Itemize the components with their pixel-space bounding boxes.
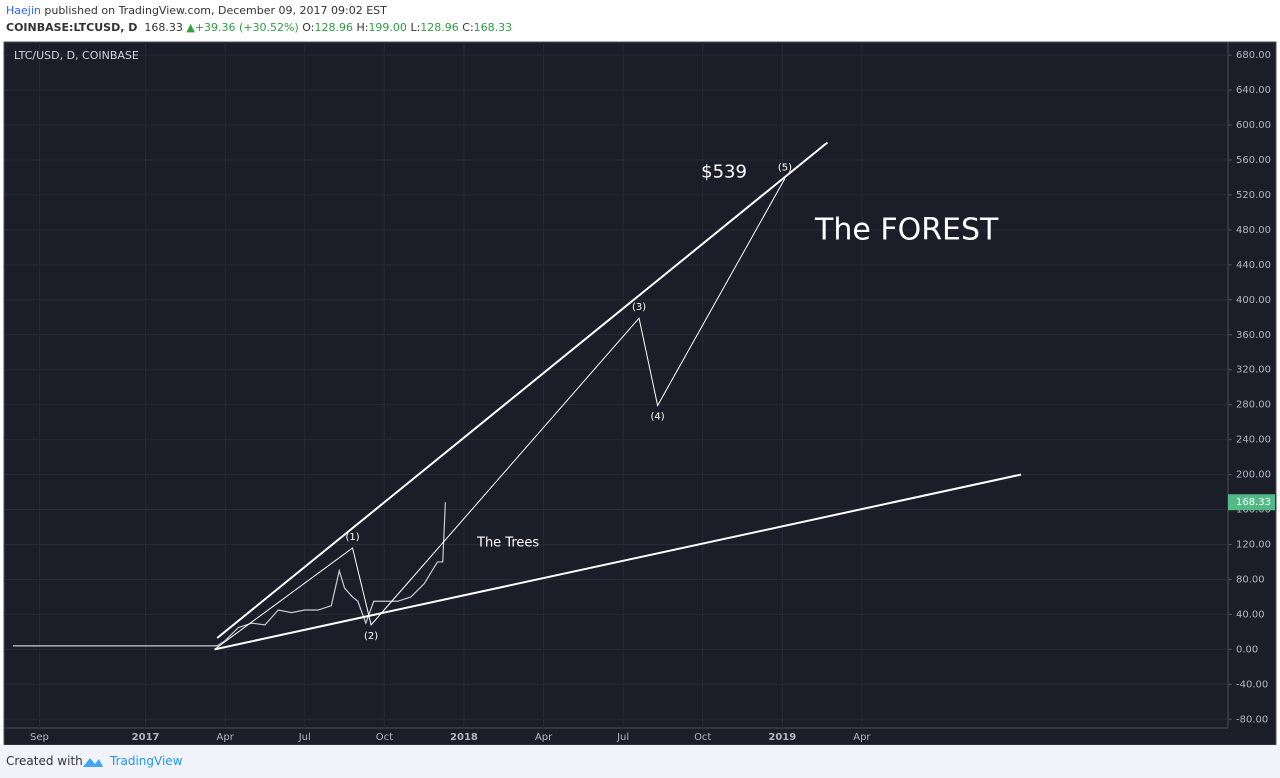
x-tick-label: Jul	[298, 732, 311, 743]
x-tick-label: Sep	[30, 732, 49, 743]
x-tick-label: Oct	[376, 732, 393, 743]
y-tick-label: 0.00	[1236, 644, 1258, 655]
last-price-marker	[1228, 494, 1275, 511]
trees-label: The Trees	[476, 536, 539, 551]
h-label: H:	[356, 21, 369, 34]
y-tick-label: -40.00	[1236, 679, 1268, 690]
y-tick-label: 40.00	[1236, 609, 1265, 620]
y-tick-label: 400.00	[1236, 295, 1271, 306]
last-price-label: 168.33	[1236, 497, 1271, 508]
plot: 680.00 640.00 600.00 560.00 520.00 480.00 440.…	[5, 42, 1275, 743]
wave-label: (5)	[778, 162, 792, 173]
trend-line	[216, 141, 829, 639]
price-line	[12, 502, 446, 647]
symbol: COINBASE:LTCUSD, D	[6, 21, 138, 34]
chart-title: LTC/USD, D, COINBASE	[14, 49, 139, 62]
trend-line	[214, 473, 1022, 651]
y-tick-label: 480.00	[1236, 225, 1271, 236]
high: 199.00	[368, 21, 407, 34]
y-tick-label: 320.00	[1236, 365, 1271, 376]
wave-label: (4)	[651, 412, 665, 423]
target-label: $539	[701, 161, 747, 182]
y-tick-label: 440.00	[1236, 260, 1271, 271]
y-tick-label: 80.00	[1236, 574, 1265, 585]
change-arrow: ▲	[186, 21, 195, 34]
y-tick-label: 120.00	[1236, 539, 1271, 550]
y-tick-label: -80.00	[1236, 714, 1268, 725]
x-tick-label: Jul	[616, 732, 629, 743]
y-tick-label: 200.00	[1236, 470, 1271, 481]
y-tick-label: 680.00	[1236, 50, 1271, 61]
o-label: O:	[302, 21, 315, 34]
y-tick-label: 600.00	[1236, 120, 1271, 131]
y-tick-label: 520.00	[1236, 190, 1271, 201]
publish-line: Haejin published on TradingView.com, Dec…	[6, 2, 512, 19]
created-with: Created with	[6, 754, 83, 768]
c-label: C:	[462, 21, 474, 34]
wave-label: (2)	[364, 631, 378, 642]
forest-label: The FOREST	[814, 213, 999, 248]
x-tick-label: 2017	[132, 732, 160, 743]
quote-line: COINBASE:LTCUSD, D 168.33 ▲+39.36 (+30.5…	[6, 19, 512, 36]
wave-label: (3)	[632, 302, 646, 313]
change: +39.36 (+30.52%)	[194, 21, 299, 34]
footer: Created with TradingView	[0, 745, 1280, 778]
x-tick-label: 2018	[450, 732, 478, 743]
open: 128.96	[314, 21, 353, 34]
x-tick-label: 2019	[768, 732, 796, 743]
x-tick-label: Apr	[853, 732, 871, 743]
brand[interactable]: TradingView	[110, 754, 183, 768]
y-tick-label: 560.00	[1236, 155, 1271, 166]
last: 168.33	[144, 21, 183, 34]
x-tick-label: Apr	[535, 732, 553, 743]
x-tick-label: Apr	[217, 732, 235, 743]
close: 168.33	[473, 21, 513, 34]
chart: 680.00 640.00 600.00 560.00 520.00 480.00 440.…	[3, 41, 1277, 745]
wave-path	[214, 178, 786, 650]
low: 128.96	[420, 21, 459, 34]
y-tick-label: 280.00	[1236, 400, 1271, 411]
wave-label: (1)	[345, 532, 359, 543]
x-tick-label: Oct	[694, 732, 711, 743]
y-tick-label: 360.00	[1236, 330, 1271, 341]
header: Haejin published on TradingView.com, Dec…	[6, 2, 512, 36]
y-tick-label: 240.00	[1236, 435, 1271, 446]
chart-frame	[3, 41, 1277, 745]
l-label: L:	[410, 21, 421, 34]
tv-logo	[83, 758, 103, 767]
y-tick-label: 640.00	[1236, 85, 1271, 96]
author[interactable]: Haejin	[6, 4, 41, 17]
published: published on TradingView.com, December 0…	[44, 4, 387, 17]
